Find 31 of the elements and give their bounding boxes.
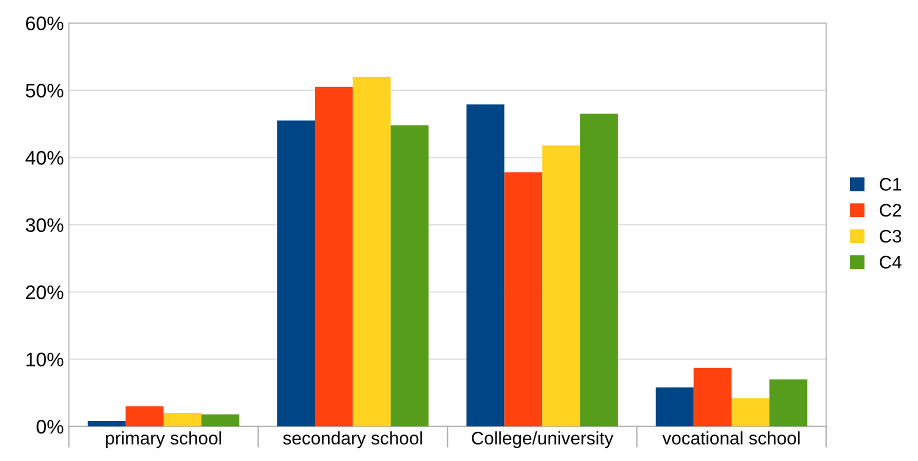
y-tick-label: 20%	[26, 285, 64, 300]
x-tick-label: primary school	[106, 431, 222, 448]
bar	[466, 104, 504, 426]
bar	[732, 398, 770, 426]
legend-label: C3	[880, 230, 902, 243]
bar	[164, 412, 202, 426]
bar	[277, 120, 315, 426]
bar	[88, 421, 126, 426]
bar	[769, 379, 808, 426]
y-tick-label: 10%	[26, 352, 64, 366]
bar	[656, 387, 694, 426]
y-tick-label: 0%	[36, 420, 64, 434]
bar	[201, 414, 240, 426]
bar	[542, 145, 580, 426]
bar	[314, 86, 353, 426]
legend-label: C1	[880, 178, 902, 191]
bar	[694, 368, 732, 426]
x-tick-label: secondary school	[283, 431, 422, 448]
y-tick-label: 30%	[26, 218, 64, 232]
bar	[352, 76, 391, 426]
bar	[504, 172, 542, 426]
bar	[580, 114, 618, 426]
x-tick-label: College/university	[472, 431, 614, 448]
y-tick-label: 60%	[26, 16, 64, 30]
legend-label: C4	[880, 256, 902, 269]
bar	[390, 125, 429, 426]
legend-label: C2	[880, 204, 902, 217]
y-tick-label: 40%	[26, 150, 64, 165]
x-tick-label: vocational school	[662, 431, 800, 445]
y-tick-label: 50%	[26, 84, 64, 98]
bar	[126, 406, 164, 426]
